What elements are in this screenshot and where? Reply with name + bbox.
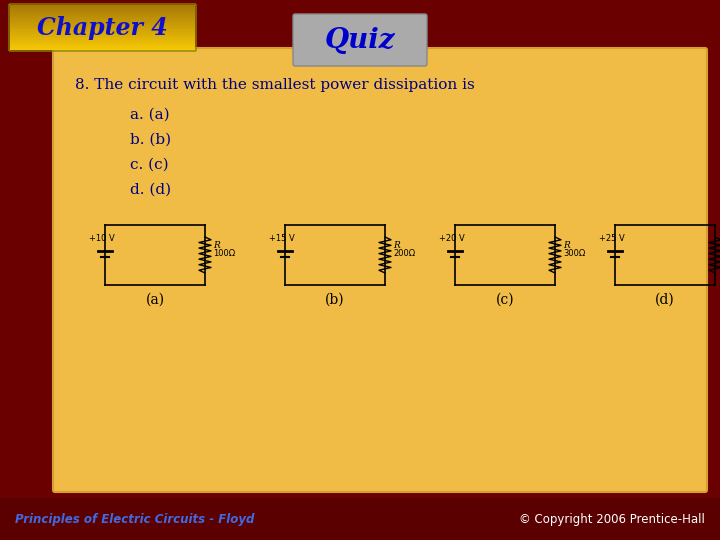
Bar xyxy=(10,39,195,41)
Text: R: R xyxy=(213,240,220,249)
Text: Chapter 4: Chapter 4 xyxy=(37,16,168,39)
Text: +25 V: +25 V xyxy=(599,234,625,243)
Bar xyxy=(10,14,195,16)
Bar xyxy=(10,21,195,23)
Bar xyxy=(10,45,195,47)
Text: R: R xyxy=(563,240,570,249)
FancyBboxPatch shape xyxy=(293,14,427,66)
Bar xyxy=(10,29,195,30)
Bar xyxy=(10,35,195,37)
Bar xyxy=(10,8,195,10)
Text: +10 V: +10 V xyxy=(89,234,115,243)
Text: Principles of Electric Circuits - Floyd: Principles of Electric Circuits - Floyd xyxy=(15,512,254,525)
Bar xyxy=(10,15,195,17)
Text: (b): (b) xyxy=(325,293,345,307)
Text: 8. The circuit with the smallest power dissipation is: 8. The circuit with the smallest power d… xyxy=(75,78,474,92)
Bar xyxy=(10,42,195,44)
Bar xyxy=(10,33,195,35)
Bar xyxy=(10,37,195,39)
Text: Quiz: Quiz xyxy=(325,26,395,53)
Text: (d): (d) xyxy=(655,293,675,307)
Bar xyxy=(10,40,195,43)
Bar xyxy=(10,6,195,8)
Text: 200Ω: 200Ω xyxy=(393,248,415,258)
Bar xyxy=(10,48,195,50)
Text: +20 V: +20 V xyxy=(439,234,465,243)
Bar xyxy=(10,10,195,12)
FancyBboxPatch shape xyxy=(53,48,707,492)
Text: +15 V: +15 V xyxy=(269,234,295,243)
Bar xyxy=(10,25,195,28)
Bar xyxy=(10,27,195,29)
Bar xyxy=(10,9,195,11)
Text: (c): (c) xyxy=(495,293,514,307)
Text: c. (c): c. (c) xyxy=(130,158,168,172)
Bar xyxy=(10,30,195,32)
Bar xyxy=(10,17,195,18)
Text: b. (b): b. (b) xyxy=(130,133,171,147)
Text: R: R xyxy=(393,240,400,249)
Bar xyxy=(10,24,195,26)
Text: 100Ω: 100Ω xyxy=(213,248,235,258)
Bar xyxy=(10,18,195,20)
Bar xyxy=(10,23,195,24)
Bar xyxy=(10,12,195,14)
Text: 300Ω: 300Ω xyxy=(563,248,585,258)
Bar xyxy=(10,46,195,49)
Bar xyxy=(10,19,195,22)
Text: (a): (a) xyxy=(145,293,165,307)
Text: a. (a): a. (a) xyxy=(130,108,170,122)
Bar xyxy=(10,44,195,45)
Bar xyxy=(10,4,195,6)
Bar xyxy=(0,498,720,540)
Bar xyxy=(10,36,195,38)
Bar xyxy=(10,31,195,33)
Text: © Copyright 2006 Prentice-Hall: © Copyright 2006 Prentice-Hall xyxy=(519,512,705,525)
Text: d. (d): d. (d) xyxy=(130,183,171,197)
